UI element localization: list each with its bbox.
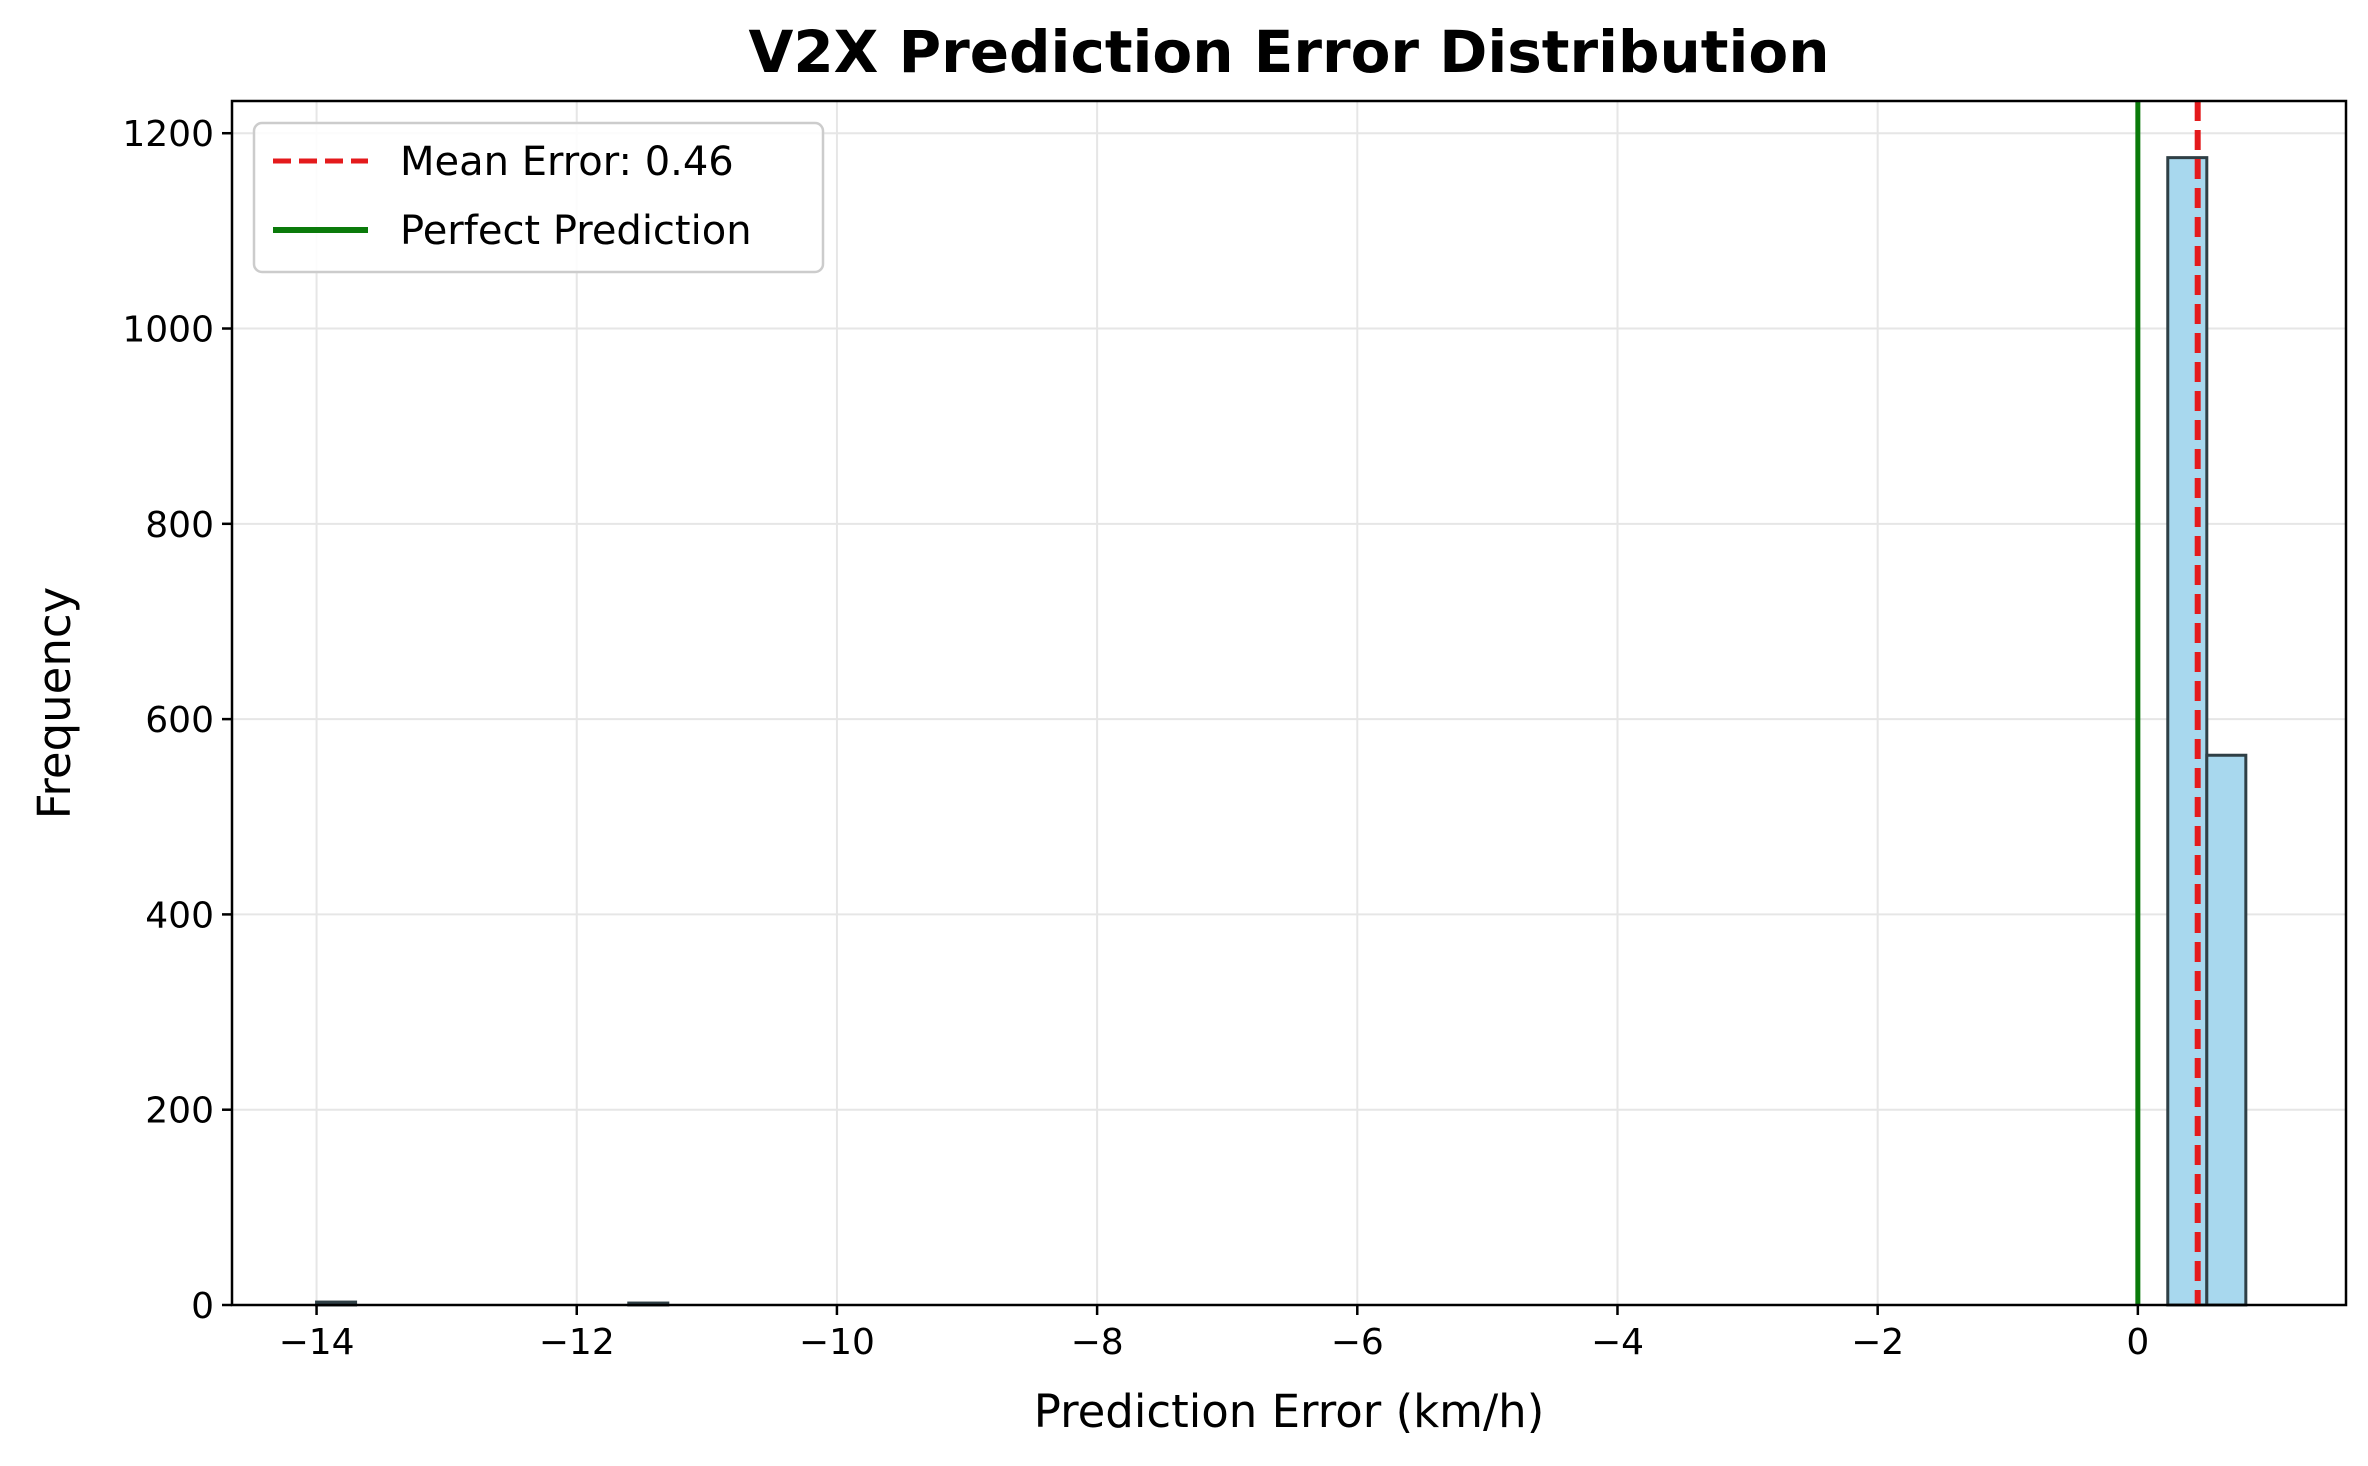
histogram-bar [2166,156,2209,1307]
legend-label-mean-error: Mean Error: 0.46 [400,139,734,185]
bars [315,156,2248,1307]
x-tick-label: 0 [2126,1322,2149,1363]
x-tick-label: −10 [799,1322,875,1363]
x-tick-label: −6 [1331,1322,1384,1363]
x-tick-label: −8 [1071,1322,1124,1363]
y-tick-label: 800 [145,505,214,546]
chart-title: V2X Prediction Error Distribution [748,18,1829,86]
reference-lines [2135,101,2201,1305]
y-tick-label: 200 [145,1091,214,1132]
legend-box [252,121,825,274]
y-tick-label: 1200 [122,114,214,155]
legend: Mean Error: 0.46 Perfect Prediction [252,121,825,274]
y-tick-label: 400 [145,895,214,936]
x-tick-label: −12 [539,1322,615,1363]
legend-label-perfect-prediction: Perfect Prediction [400,208,752,254]
y-axis-label: Frequency [28,587,81,819]
y-axis-ticks: 0 200 400 600 800 1000 1200 [122,114,232,1327]
x-tick-label: −4 [1591,1322,1644,1363]
y-tick-label: 600 [145,700,214,741]
x-tick-label: −14 [279,1322,355,1363]
histogram-bar [2205,753,2248,1307]
axes-frame [230,99,2348,1307]
y-tick-label: 0 [191,1286,214,1327]
x-axis-label: Prediction Error (km/h) [1034,1385,1545,1438]
x-axis-ticks: −14 −12 −10 −8 −6 −4 −2 0 [279,1305,2149,1363]
y-tick-label: 1000 [122,310,214,351]
x-tick-label: −2 [1851,1322,1904,1363]
